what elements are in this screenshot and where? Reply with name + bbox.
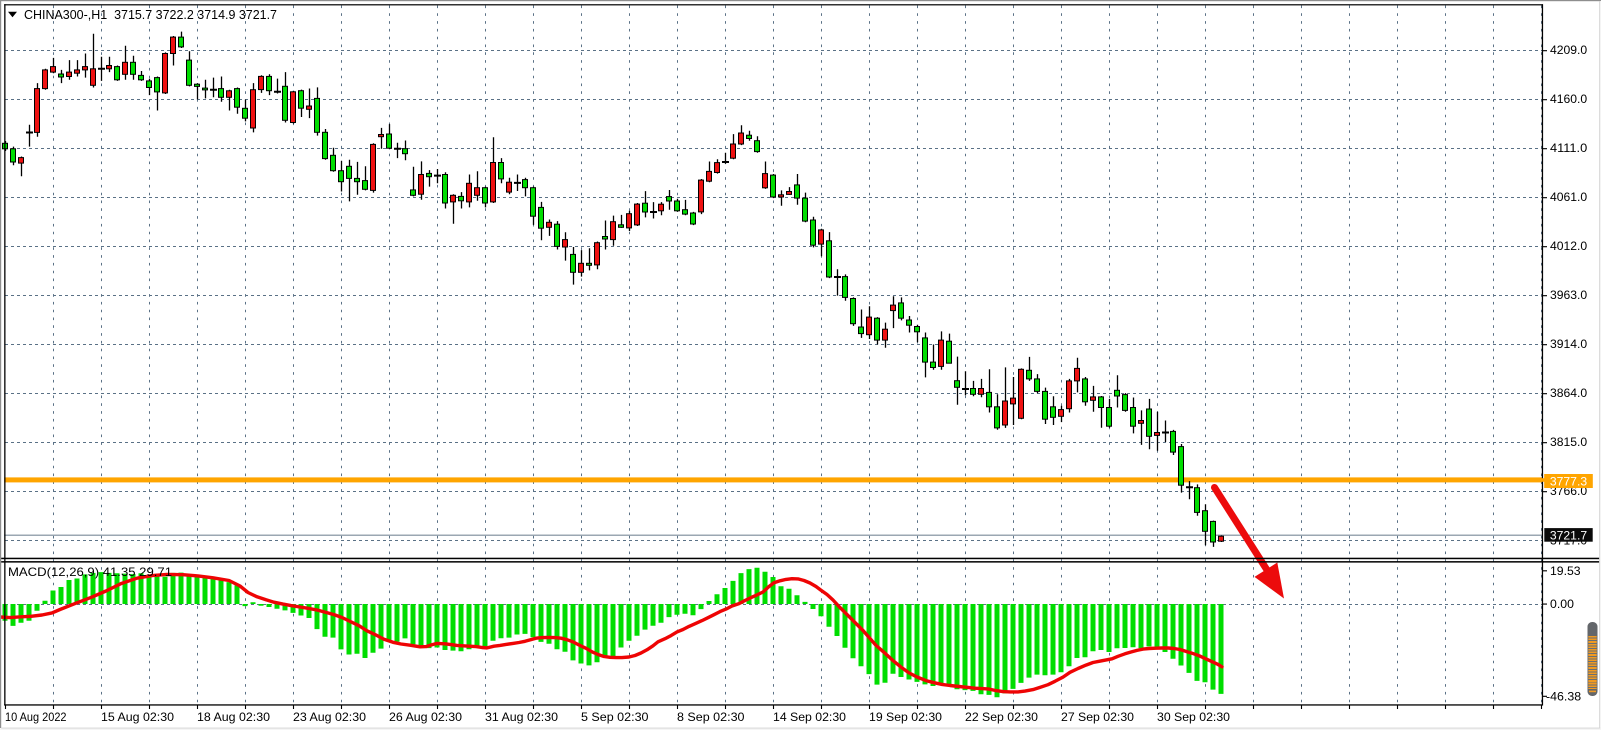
svg-text:MACD(12,26,9) 41.35 29.71: MACD(12,26,9) 41.35 29.71	[8, 565, 172, 579]
svg-text:3721.7: 3721.7	[1550, 528, 1588, 542]
svg-text:4209.0: 4209.0	[1550, 43, 1588, 57]
svg-text:19.53: 19.53	[1550, 564, 1581, 578]
svg-text:5 Sep 02:30: 5 Sep 02:30	[581, 710, 649, 724]
svg-text:4061.0: 4061.0	[1550, 190, 1588, 204]
svg-text:-46.38: -46.38	[1546, 689, 1581, 703]
svg-text:26 Aug 02:30: 26 Aug 02:30	[389, 710, 462, 724]
svg-text:3815.0: 3815.0	[1550, 435, 1588, 449]
svg-text:4111.0: 4111.0	[1550, 141, 1588, 155]
svg-text:3777.3: 3777.3	[1550, 474, 1588, 488]
svg-text:19 Sep 02:30: 19 Sep 02:30	[869, 710, 942, 724]
svg-text:14 Sep 02:30: 14 Sep 02:30	[773, 710, 846, 724]
svg-text:CHINA300-,H1 3715.7 3722.2 37: CHINA300-,H1 3715.7 3722.2 3714.9 3721.7	[24, 7, 277, 22]
svg-text:4012.0: 4012.0	[1550, 239, 1588, 253]
svg-text:4160.0: 4160.0	[1550, 92, 1588, 106]
svg-text:27 Sep 02:30: 27 Sep 02:30	[1061, 710, 1134, 724]
svg-text:10 Aug 2022: 10 Aug 2022	[5, 710, 67, 724]
svg-text:3914.0: 3914.0	[1550, 337, 1588, 351]
svg-text:3864.0: 3864.0	[1550, 386, 1588, 400]
svg-text:8 Sep 02:30: 8 Sep 02:30	[677, 710, 745, 724]
svg-text:3963.0: 3963.0	[1550, 288, 1588, 302]
svg-text:31 Aug 02:30: 31 Aug 02:30	[485, 710, 558, 724]
svg-text:15 Aug 02:30: 15 Aug 02:30	[101, 710, 174, 724]
svg-text:23 Aug 02:30: 23 Aug 02:30	[293, 710, 366, 724]
svg-text:0.00: 0.00	[1550, 597, 1574, 611]
svg-text:18 Aug 02:30: 18 Aug 02:30	[197, 710, 270, 724]
svg-text:30 Sep 02:30: 30 Sep 02:30	[1157, 710, 1230, 724]
svg-text:22 Sep 02:30: 22 Sep 02:30	[965, 710, 1038, 724]
